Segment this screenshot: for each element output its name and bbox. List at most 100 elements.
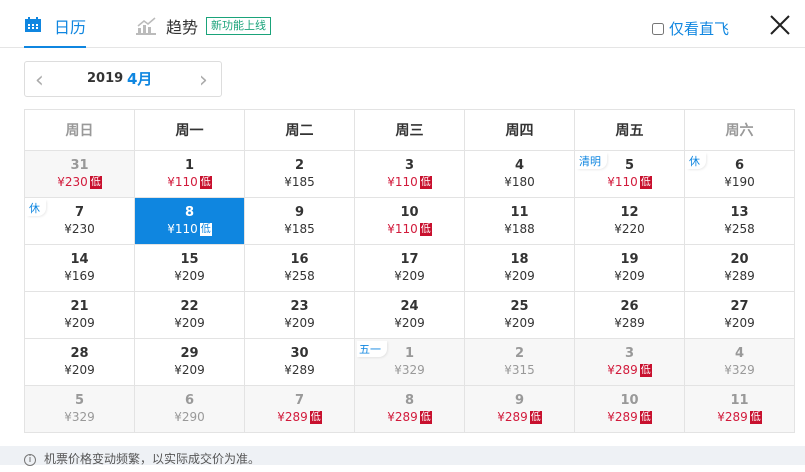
day-cell[interactable]: 15 ¥209 — [134, 244, 245, 292]
day-cell[interactable]: 27 ¥209 — [684, 291, 795, 339]
price-value: ¥110 — [387, 175, 418, 189]
day-price: ¥258 — [284, 268, 315, 284]
day-cell[interactable]: 14 ¥169 — [24, 244, 135, 292]
prev-month-button[interactable]: ‹ — [35, 68, 44, 93]
day-number: 4 — [514, 158, 525, 173]
day-cell[interactable]: 19 ¥209 — [574, 244, 685, 292]
info-icon: i — [24, 454, 36, 466]
day-cell[interactable]: 23 ¥209 — [244, 291, 355, 339]
trend-chart-icon — [136, 17, 156, 35]
day-cell[interactable]: 2 ¥185 — [244, 150, 355, 198]
holiday-tag: 五一 — [357, 341, 387, 357]
day-number: 1 — [404, 346, 415, 361]
day-number: 10 — [400, 205, 419, 220]
tab-calendar[interactable]: 日历 — [24, 14, 87, 48]
day-cell[interactable]: 21 ¥209 — [24, 291, 135, 339]
price-value: ¥209 — [174, 316, 205, 330]
day-price: ¥230 低 — [57, 174, 102, 190]
day-cell[interactable]: 17 ¥209 — [354, 244, 465, 292]
day-cell[interactable]: 清明 5 ¥110 低 — [574, 150, 685, 198]
price-value: ¥258 — [284, 269, 315, 283]
lowest-price-tag: 低 — [529, 410, 542, 424]
price-value: ¥315 — [504, 363, 535, 377]
direct-only-checkbox[interactable] — [652, 22, 664, 35]
footer-notice: i 机票价格变动频繁，以实际成交价为准。 — [0, 446, 805, 466]
day-number: 18 — [510, 252, 529, 267]
day-number: 24 — [400, 299, 419, 314]
lowest-price-tag: 低 — [199, 222, 212, 236]
day-number: 2 — [294, 158, 305, 173]
day-cell[interactable]: 2 ¥315 — [464, 338, 575, 386]
day-number: 10 — [620, 393, 639, 408]
day-cell[interactable]: 26 ¥289 — [574, 291, 685, 339]
day-cell[interactable]: 24 ¥209 — [354, 291, 465, 339]
tab-trend[interactable]: 趋势 新功能上线 — [136, 14, 272, 38]
day-cell[interactable]: 13 ¥258 — [684, 197, 795, 245]
day-price: ¥110 低 — [387, 174, 432, 190]
day-price: ¥190 — [724, 174, 755, 190]
day-number: 6 — [734, 158, 745, 173]
day-cell[interactable]: 7 ¥289 低 — [244, 385, 355, 433]
tab-bar: 日历 趋势 新功能上线 仅看直飞 — [0, 0, 805, 48]
price-value: ¥169 — [64, 269, 95, 283]
day-cell[interactable]: 9 ¥289 低 — [464, 385, 575, 433]
day-number: 19 — [620, 252, 639, 267]
holiday-tag: 清明 — [577, 153, 607, 169]
day-number: 5 — [624, 158, 635, 173]
day-price: ¥110 低 — [607, 174, 652, 190]
next-month-button[interactable]: › — [199, 68, 208, 93]
day-price: ¥220 — [614, 221, 645, 237]
day-cell[interactable]: 10 ¥289 低 — [574, 385, 685, 433]
day-cell[interactable]: 12 ¥220 — [574, 197, 685, 245]
day-number: 7 — [294, 393, 305, 408]
day-price: ¥289 低 — [387, 409, 432, 425]
price-value: ¥209 — [64, 363, 95, 377]
day-cell[interactable]: 11 ¥289 低 — [684, 385, 795, 433]
day-price: ¥209 — [394, 268, 425, 284]
price-value: ¥209 — [284, 316, 315, 330]
day-cell[interactable]: 5 ¥329 — [24, 385, 135, 433]
day-cell[interactable]: 3 ¥289 低 — [574, 338, 685, 386]
day-cell[interactable]: 3 ¥110 低 — [354, 150, 465, 198]
day-cell[interactable]: 6 ¥290 — [134, 385, 245, 433]
day-price: ¥289 低 — [277, 409, 322, 425]
day-cell[interactable]: 4 ¥180 — [464, 150, 575, 198]
day-cell[interactable]: 五一 1 ¥329 — [354, 338, 465, 386]
day-cell[interactable]: 休 6 ¥190 — [684, 150, 795, 198]
day-cell[interactable]: 8 ¥289 低 — [354, 385, 465, 433]
lowest-price-tag: 低 — [89, 175, 102, 189]
day-cell[interactable]: 22 ¥209 — [134, 291, 245, 339]
day-cell[interactable]: 18 ¥209 — [464, 244, 575, 292]
day-number: 30 — [290, 346, 309, 361]
day-price: ¥209 — [174, 362, 205, 378]
day-number: 21 — [70, 299, 89, 314]
day-cell-selected[interactable]: 8 ¥110 低 — [134, 197, 245, 245]
day-cell[interactable]: 休 7 ¥230 — [24, 197, 135, 245]
close-icon[interactable] — [769, 14, 791, 36]
day-cell[interactable]: 31 ¥230 低 — [24, 150, 135, 198]
lowest-price-tag: 低 — [419, 410, 432, 424]
day-cell[interactable]: 11 ¥188 — [464, 197, 575, 245]
day-cell[interactable]: 1 ¥110 低 — [134, 150, 245, 198]
day-cell[interactable]: 20 ¥289 — [684, 244, 795, 292]
day-cell[interactable]: 28 ¥209 — [24, 338, 135, 386]
calendar-week: 21 ¥209 22 ¥209 23 ¥209 24 ¥209 25 ¥209 26 ¥289 27 ¥2… — [24, 291, 795, 339]
day-number: 7 — [74, 205, 85, 220]
day-cell[interactable]: 9 ¥185 — [244, 197, 355, 245]
day-cell[interactable]: 16 ¥258 — [244, 244, 355, 292]
day-cell[interactable]: 29 ¥209 — [134, 338, 245, 386]
weekday-6: 周六 — [684, 109, 795, 151]
day-price: ¥180 — [504, 174, 535, 190]
day-number: 27 — [730, 299, 749, 314]
holiday-tag: 休 — [687, 153, 706, 169]
lowest-price-tag: 低 — [749, 410, 762, 424]
day-cell[interactable]: 4 ¥329 — [684, 338, 795, 386]
day-cell[interactable]: 30 ¥289 — [244, 338, 355, 386]
day-cell[interactable]: 25 ¥209 — [464, 291, 575, 339]
weekday-2: 周二 — [244, 109, 355, 151]
day-cell[interactable]: 10 ¥110 低 — [354, 197, 465, 245]
day-price: ¥230 — [64, 221, 95, 237]
price-value: ¥110 — [167, 175, 198, 189]
direct-only-filter[interactable]: 仅看直飞 — [652, 18, 729, 39]
lowest-price-tag: 低 — [639, 410, 652, 424]
